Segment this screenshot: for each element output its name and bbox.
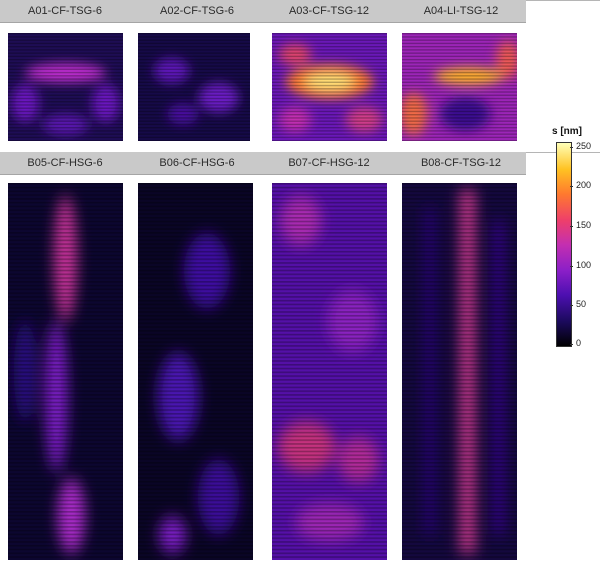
heatmap-a04 xyxy=(402,33,517,141)
colorbar-tick-250: 250 xyxy=(576,141,592,151)
label-b08: B08-CF-TSG-12 xyxy=(420,157,502,169)
heatmap-a01 xyxy=(8,33,123,141)
label-b07: B07-CF-HSG-12 xyxy=(288,157,370,169)
label-a04: A04-LI-TSG-12 xyxy=(423,5,499,17)
colorbar-title: s [nm] xyxy=(552,126,582,137)
colorbar-tick-50: 50 xyxy=(576,299,587,309)
colorbar-tickmark xyxy=(570,186,573,187)
row-b-header xyxy=(0,152,526,175)
colorbar-tick-100: 100 xyxy=(576,260,592,270)
colorbar-tick-150: 150 xyxy=(576,220,592,230)
label-b06: B06-CF-HSG-6 xyxy=(159,157,235,169)
heatmap-b08 xyxy=(402,183,517,560)
colorbar-tick-0: 0 xyxy=(576,338,582,348)
colorbar-tickmark xyxy=(570,344,573,345)
heatmap-b07 xyxy=(272,183,387,560)
heatmap-a03 xyxy=(272,33,387,141)
row-a-header xyxy=(0,0,526,23)
colorbar-tickmark xyxy=(570,266,573,267)
colorbar-tickmark xyxy=(570,305,573,306)
heatmap-b06 xyxy=(138,183,253,560)
colorbar-tick-200: 200 xyxy=(576,180,592,190)
label-a01: A01-CF-TSG-6 xyxy=(28,5,102,17)
colorbar-tickmark xyxy=(570,147,573,148)
row-a-header-rule xyxy=(526,0,600,1)
label-a03: A03-CF-TSG-12 xyxy=(288,5,370,17)
heatmap-b05 xyxy=(8,183,123,560)
label-a02: A02-CF-TSG-6 xyxy=(160,5,234,17)
colorbar xyxy=(556,142,572,347)
label-b05: B05-CF-HSG-6 xyxy=(27,157,103,169)
colorbar-tickmark xyxy=(570,226,573,227)
heatmap-a02 xyxy=(138,33,250,141)
